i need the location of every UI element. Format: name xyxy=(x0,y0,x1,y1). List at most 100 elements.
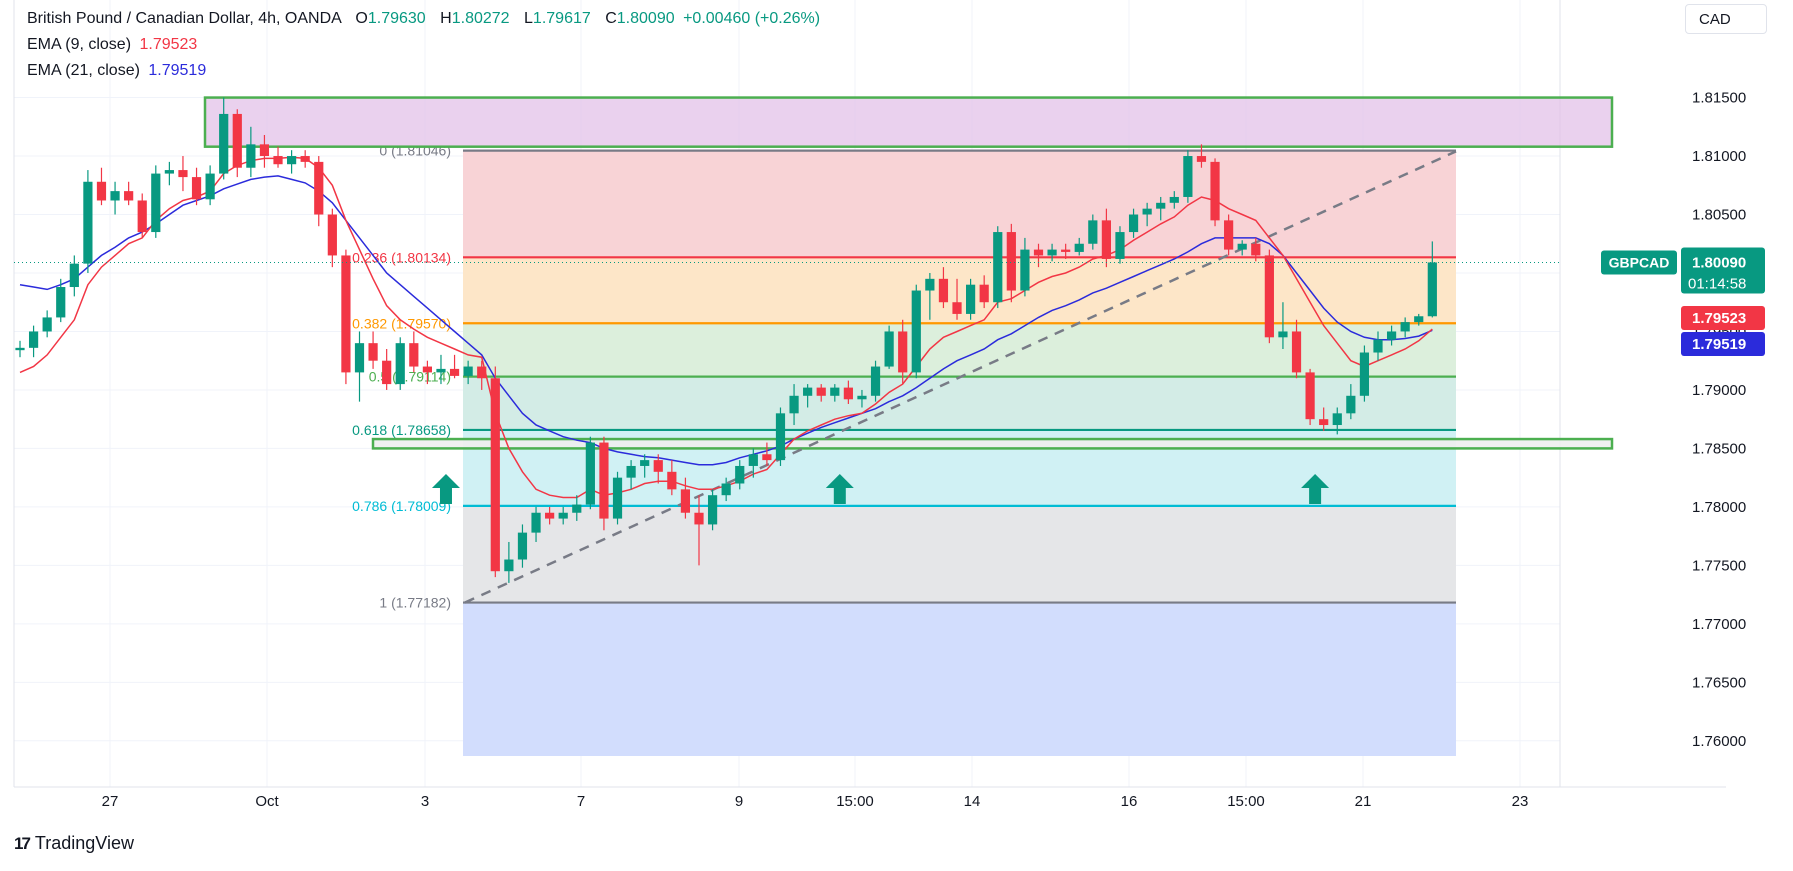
candle xyxy=(1224,214,1234,256)
candle-body xyxy=(42,317,52,332)
candle-body xyxy=(911,290,921,373)
candle-body xyxy=(1128,214,1139,233)
ema-price-tag-value: 1.79519 xyxy=(1692,336,1746,353)
candle xyxy=(300,150,310,168)
candle xyxy=(56,278,66,323)
candle-body xyxy=(626,465,636,478)
candle-body xyxy=(96,181,107,201)
candlesticks xyxy=(15,97,1437,583)
candle-body xyxy=(1169,196,1179,203)
up-arrow-icon[interactable] xyxy=(1301,473,1330,504)
candle xyxy=(789,384,799,426)
candle xyxy=(1101,208,1111,268)
fibonacci-retracement[interactable]: 0 (1.81046)0.236 (1.80134)0.382 (1.79570… xyxy=(352,143,1456,756)
candle xyxy=(612,471,623,525)
fib-zone-0.5 xyxy=(463,376,1456,430)
candle-body xyxy=(463,366,473,376)
time-axis-tick-label: 15:00 xyxy=(1227,793,1265,810)
ema21-line xyxy=(19,175,1433,466)
candle-body xyxy=(966,284,976,314)
candle xyxy=(1169,191,1179,209)
candle xyxy=(830,384,840,402)
candle-body xyxy=(816,387,826,396)
dashed-trend-line[interactable] xyxy=(464,150,1457,604)
symbol-row: British Pound / Canadian Dollar, 4h, OAN… xyxy=(27,6,820,32)
candle xyxy=(843,380,853,404)
candle-body xyxy=(368,343,378,361)
candle-body xyxy=(1278,331,1288,338)
candle xyxy=(925,272,935,320)
candle-body xyxy=(884,331,894,367)
candle xyxy=(395,337,405,390)
candle-body xyxy=(1142,208,1152,215)
candle xyxy=(314,156,324,227)
ema21-row[interactable]: EMA (21, close) 1.79519 xyxy=(27,58,820,84)
candle xyxy=(96,167,107,206)
candle-body xyxy=(1156,202,1166,209)
candle-body xyxy=(938,278,949,303)
candle xyxy=(1006,223,1016,303)
candle xyxy=(653,454,663,484)
candle xyxy=(1251,237,1261,262)
candle-body xyxy=(640,460,650,466)
last-price-value: 1.80090 xyxy=(1692,254,1746,271)
price-axis-tick-label: 1.81500 xyxy=(1692,90,1746,107)
currency-button[interactable]: CAD xyxy=(1685,4,1767,34)
candle xyxy=(735,460,745,490)
time-axis-tick-label: 3 xyxy=(421,793,429,810)
candle xyxy=(28,325,39,358)
candle xyxy=(1033,243,1044,268)
price-zones[interactable] xyxy=(203,96,1614,450)
candle xyxy=(545,506,555,525)
candle xyxy=(898,319,908,385)
candle-body xyxy=(694,512,704,525)
price-axis-tick-label: 1.76500 xyxy=(1692,674,1746,691)
candle xyxy=(422,360,432,385)
ohlc-high-label: H xyxy=(440,10,452,27)
candle xyxy=(341,249,351,385)
candle xyxy=(1414,313,1424,326)
ohlc-open-value: 1.79630 xyxy=(367,10,426,27)
candle xyxy=(680,477,691,519)
price-axis-tick-label: 1.78000 xyxy=(1692,499,1746,516)
candle xyxy=(1183,150,1193,203)
ema9-value: 1.79523 xyxy=(139,36,198,53)
candle xyxy=(762,442,772,466)
price-axis-tick-label: 1.80500 xyxy=(1692,207,1746,224)
candle-body xyxy=(748,454,758,466)
candle xyxy=(1074,237,1084,256)
candle xyxy=(83,170,93,273)
candle-body xyxy=(545,512,555,519)
resistance-zone[interactable] xyxy=(203,96,1614,148)
candle-body xyxy=(572,504,582,513)
candle xyxy=(966,278,976,320)
symbol-tag xyxy=(1601,250,1677,275)
candle xyxy=(1128,208,1139,238)
up-arrow-icon[interactable] xyxy=(825,473,854,504)
candle xyxy=(1210,158,1220,227)
up-arrows[interactable] xyxy=(431,473,1330,504)
candle-body xyxy=(314,161,324,215)
ema9-row[interactable]: EMA (9, close) 1.79523 xyxy=(27,32,820,58)
candle xyxy=(626,460,636,490)
tradingview-logo[interactable]: 17 TradingView xyxy=(14,833,134,854)
candle xyxy=(124,181,134,206)
candle-body xyxy=(735,465,745,484)
candle xyxy=(1373,331,1383,361)
candle-body xyxy=(952,302,962,314)
candle xyxy=(205,165,215,206)
bar-countdown: 01:14:58 xyxy=(1688,275,1746,292)
candle-body xyxy=(531,512,541,533)
candle xyxy=(558,506,568,525)
candle-body xyxy=(246,144,256,168)
ema-price-tag-value: 1.79523 xyxy=(1692,310,1746,327)
time-axis-tick-label: 9 xyxy=(735,793,743,810)
candle-body xyxy=(707,495,718,525)
support-zone[interactable] xyxy=(371,437,1614,450)
trend-line[interactable] xyxy=(464,150,1457,604)
candle-body xyxy=(1074,243,1084,252)
candle-body xyxy=(789,395,799,414)
candle-body xyxy=(232,113,242,168)
up-arrow-icon[interactable] xyxy=(431,473,460,504)
